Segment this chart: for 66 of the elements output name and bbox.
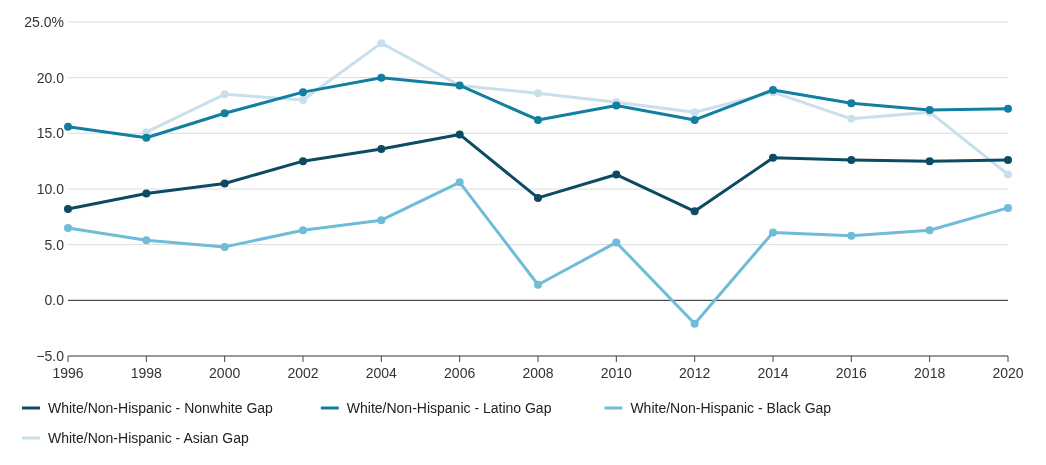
y-tick-label: −5.0 [36, 347, 65, 364]
point [534, 115, 542, 124]
x-tick-label: 2004 [365, 365, 398, 381]
point [455, 130, 464, 139]
x-tick-label: 2000 [209, 365, 241, 381]
point [455, 178, 464, 187]
point [847, 156, 856, 165]
y-tick-label: 10.0 [36, 180, 65, 197]
x-tick-label: 2006 [444, 365, 476, 381]
point [690, 207, 699, 216]
legend-label: White/Non-Hispanic - Black Gap [630, 399, 832, 416]
point [847, 114, 856, 123]
point [534, 89, 542, 98]
x-tick-label: 2010 [600, 365, 633, 381]
x-tick-label: 1996 [52, 365, 84, 381]
point [220, 179, 229, 188]
point [769, 153, 777, 162]
point [1004, 170, 1012, 179]
point [925, 157, 934, 166]
x-tick-label: 2002 [287, 365, 319, 381]
point [220, 109, 229, 118]
point [377, 73, 386, 82]
point [299, 95, 307, 104]
point [377, 39, 386, 48]
y-tick-label: 20.0 [36, 69, 65, 86]
point [299, 226, 307, 235]
point [769, 228, 777, 237]
point [690, 319, 699, 328]
point [377, 144, 386, 153]
point [534, 193, 542, 202]
x-tick-label: 1998 [130, 365, 163, 381]
y-tick-label: 5.0 [44, 236, 65, 253]
x-tick-label: 2018 [914, 365, 946, 381]
point [64, 205, 72, 214]
legend-label: White/Non-Hispanic - Nonwhite Gap [48, 399, 274, 416]
point [690, 115, 699, 124]
y-tick-label: 0.0 [44, 292, 65, 309]
point [1004, 104, 1012, 113]
y-tick-label: 25.0% [24, 13, 64, 30]
point [377, 216, 386, 225]
point [220, 242, 229, 251]
x-tick-label: 2008 [522, 365, 554, 381]
point [142, 133, 151, 142]
point [612, 170, 621, 179]
point [847, 99, 856, 108]
y-tick-label: 15.0 [36, 125, 65, 142]
point [847, 231, 856, 240]
point [534, 280, 542, 289]
point [142, 189, 151, 198]
point [299, 88, 307, 97]
x-tick-label: 2016 [835, 365, 868, 381]
x-tick-label: 2012 [679, 365, 711, 381]
point [925, 226, 934, 235]
x-tick-label: 2020 [992, 365, 1024, 381]
legend-label: White/Non-Hispanic - Latino Gap [346, 399, 552, 416]
point [690, 108, 699, 117]
point [1004, 156, 1012, 165]
point [1004, 203, 1012, 212]
point [612, 238, 621, 247]
point [220, 90, 229, 99]
x-tick-label: 2014 [757, 365, 789, 381]
point [142, 236, 151, 245]
point [64, 223, 72, 232]
legend-label: White/Non-Hispanic - Asian Gap [48, 429, 249, 446]
point [299, 157, 307, 166]
point [64, 122, 72, 131]
